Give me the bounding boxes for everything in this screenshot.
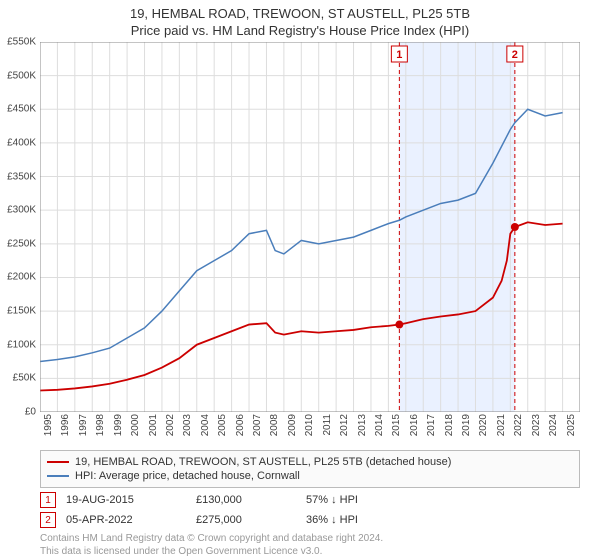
- sale-date: 05-APR-2022: [66, 514, 196, 526]
- x-axis-label: 2018: [444, 414, 455, 436]
- y-axis-label: £150K: [7, 306, 36, 317]
- sale-pct: 36% ↓ HPI: [306, 514, 426, 526]
- x-axis-label: 2019: [461, 414, 472, 436]
- legend-swatch: [47, 475, 69, 477]
- legend-item: 19, HEMBAL ROAD, TREWOON, ST AUSTELL, PL…: [47, 455, 573, 469]
- x-axis-label: 2017: [426, 414, 437, 436]
- x-axis-label: 2024: [548, 414, 559, 436]
- x-axis-label: 2021: [496, 414, 507, 436]
- y-axis-label: £0: [25, 407, 36, 418]
- sale-date: 19-AUG-2015: [66, 494, 196, 506]
- x-axis-label: 2020: [478, 414, 489, 436]
- footnote-line-2: This data is licensed under the Open Gov…: [40, 546, 383, 559]
- y-axis-label: £300K: [7, 205, 36, 216]
- x-axis-label: 2023: [531, 414, 542, 436]
- x-axis-label: 2022: [513, 414, 524, 436]
- x-axis-label: 2013: [357, 414, 368, 436]
- y-axis-label: £200K: [7, 272, 36, 283]
- y-axis-label: £350K: [7, 171, 36, 182]
- legend-text: HPI: Average price, detached house, Corn…: [75, 470, 300, 482]
- sale-marker-icon: 1: [40, 492, 56, 508]
- chart-sale-marker: [511, 223, 519, 231]
- svg-text:2: 2: [512, 49, 518, 61]
- x-axis-label: 2003: [182, 414, 193, 436]
- legend-swatch: [47, 461, 69, 463]
- x-axis-label: 2000: [130, 414, 141, 436]
- sale-price: £275,000: [196, 514, 306, 526]
- chart-title-block: 19, HEMBAL ROAD, TREWOON, ST AUSTELL, PL…: [0, 0, 600, 38]
- x-axis-label: 2005: [217, 414, 228, 436]
- legend-item: HPI: Average price, detached house, Corn…: [47, 469, 573, 483]
- x-axis-label: 2006: [235, 414, 246, 436]
- x-axis-label: 2011: [322, 414, 333, 436]
- x-axis-label: 2008: [269, 414, 280, 436]
- x-axis-label: 1998: [95, 414, 106, 436]
- legend-text: 19, HEMBAL ROAD, TREWOON, ST AUSTELL, PL…: [75, 456, 451, 468]
- x-axis-label: 2015: [391, 414, 402, 436]
- y-axis-label: £250K: [7, 238, 36, 249]
- x-axis-label: 2007: [252, 414, 263, 436]
- x-axis-label: 1996: [60, 414, 71, 436]
- y-axis-label: £50K: [13, 373, 36, 384]
- x-axis-label: 1995: [43, 414, 54, 436]
- chart-title-main: 19, HEMBAL ROAD, TREWOON, ST AUSTELL, PL…: [0, 6, 600, 21]
- sales-table: 1 19-AUG-2015£130,00057% ↓ HPI 2 05-APR-202…: [40, 490, 580, 530]
- y-axis-label: £500K: [7, 70, 36, 81]
- x-axis-label: 2002: [165, 414, 176, 436]
- footnote-line-1: Contains HM Land Registry data © Crown c…: [40, 533, 383, 546]
- x-axis-label: 2012: [339, 414, 350, 436]
- x-axis-label: 2001: [148, 414, 159, 436]
- chart-title-sub: Price paid vs. HM Land Registry's House …: [0, 23, 600, 38]
- x-axis-label: 2014: [374, 414, 385, 436]
- sale-row: 2 05-APR-2022£275,00036% ↓ HPI: [40, 510, 580, 530]
- x-axis: 1995 1996 1997 1998 1999 2000 2001 2002 2003 2004…: [40, 412, 580, 452]
- sale-pct: 57% ↓ HPI: [306, 494, 426, 506]
- chart-sale-marker: [395, 321, 403, 329]
- sale-marker-icon: 2: [40, 512, 56, 528]
- x-axis-label: 2004: [200, 414, 211, 436]
- y-axis-label: £450K: [7, 104, 36, 115]
- y-axis-label: £400K: [7, 137, 36, 148]
- x-axis-label: 2009: [287, 414, 298, 436]
- svg-text:1: 1: [396, 49, 402, 61]
- sale-row: 1 19-AUG-2015£130,00057% ↓ HPI: [40, 490, 580, 510]
- footnote: Contains HM Land Registry data © Crown c…: [40, 533, 383, 558]
- chart-plot-area: 12: [40, 42, 580, 412]
- x-axis-label: 2010: [304, 414, 315, 436]
- legend-box: 19, HEMBAL ROAD, TREWOON, ST AUSTELL, PL…: [40, 450, 580, 488]
- x-axis-label: 2016: [409, 414, 420, 436]
- y-axis-label: £550K: [7, 37, 36, 48]
- sale-price: £130,000: [196, 494, 306, 506]
- x-axis-label: 1997: [78, 414, 89, 436]
- chart-svg: 12: [40, 42, 580, 412]
- x-axis-label: 1999: [113, 414, 124, 436]
- y-axis-label: £100K: [7, 339, 36, 350]
- y-axis: £0£50K£100K£150K£200K£250K£300K£350K£400…: [0, 42, 40, 412]
- x-axis-label: 2025: [566, 414, 577, 436]
